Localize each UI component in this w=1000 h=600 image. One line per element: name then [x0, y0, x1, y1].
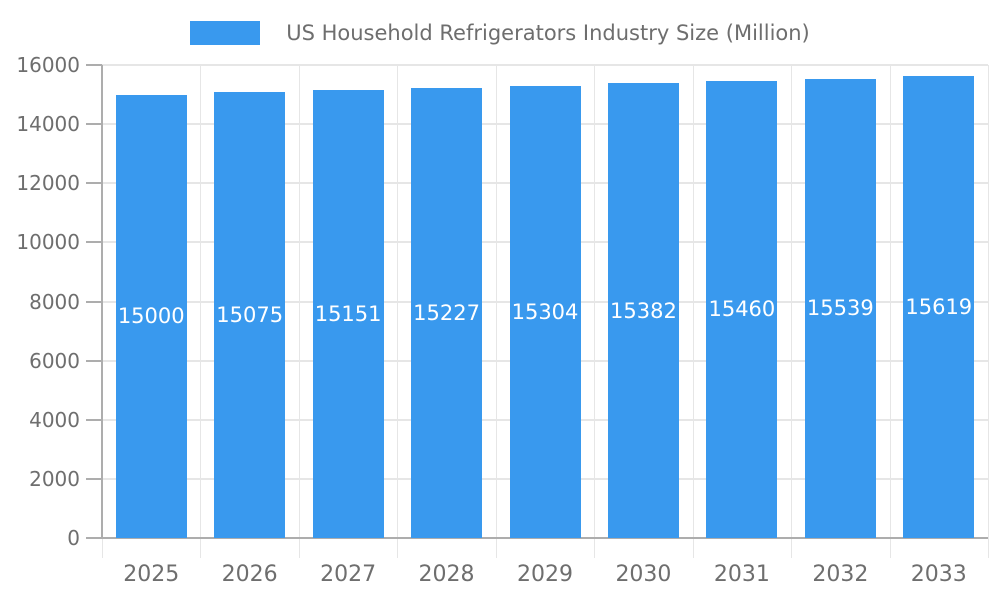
x-gridline	[199, 65, 201, 558]
bar-value-label: 15382	[610, 298, 677, 323]
legend-label[interactable]: US Household Refrigerators Industry Size…	[286, 21, 810, 45]
y-tick	[86, 241, 102, 244]
y-tick	[86, 359, 102, 362]
y-tick-label: 12000	[16, 171, 80, 196]
y-tick	[86, 64, 102, 66]
bar-2028[interactable]	[411, 87, 483, 538]
y-tick	[86, 123, 102, 126]
bar-2033[interactable]	[903, 76, 975, 538]
y-tick-label: 6000	[29, 348, 80, 373]
bar-value-label: 15619	[905, 295, 973, 320]
y-tick-label: 16000	[16, 53, 80, 77]
bar-value-label: 15075	[216, 303, 284, 328]
x-tick-label: 2028	[418, 562, 475, 587]
x-tick-label: 2029	[517, 562, 573, 587]
y-tick	[86, 477, 102, 480]
x-tick-label: 2025	[123, 562, 180, 587]
y-tick	[86, 182, 102, 185]
x-tick-label: 2033	[910, 562, 967, 587]
x-tick-label: 2026	[221, 562, 278, 587]
y-tick-label: 4000	[29, 407, 80, 432]
y-tick-label: 8000	[29, 289, 80, 314]
x-gridline	[692, 65, 694, 558]
x-tick-label: 2031	[713, 562, 770, 587]
y-tick-label: 10000	[16, 230, 80, 255]
y-tick-label: 2000	[29, 466, 80, 491]
x-gridline	[495, 65, 497, 558]
bar-2029[interactable]	[509, 85, 581, 538]
y-tick-label: 0	[67, 526, 80, 550]
x-gridline	[987, 65, 989, 558]
bar-value-label: 15460	[708, 297, 776, 322]
y-tick	[86, 300, 102, 303]
bar-2025[interactable]	[115, 94, 187, 538]
x-tick-label: 2030	[615, 562, 672, 587]
x-gridline	[889, 65, 891, 558]
y-axis-line	[101, 65, 103, 538]
x-gridline	[790, 65, 792, 558]
legend-swatch[interactable]	[190, 21, 261, 45]
y-tick	[86, 418, 102, 421]
bar-2030[interactable]	[607, 83, 679, 538]
bar-2031[interactable]	[706, 80, 778, 538]
bar-value-label: 15151	[314, 302, 382, 327]
x-tick-label: 2027	[320, 562, 377, 587]
x-gridline	[396, 65, 398, 558]
bar-value-label: 15539	[806, 296, 874, 321]
bar-value-label: 15227	[413, 300, 480, 325]
x-tick-label: 2032	[812, 562, 869, 587]
x-gridline	[298, 65, 300, 558]
bar-value-label: 15000	[117, 304, 185, 329]
bar-value-label: 15304	[511, 299, 579, 324]
bar-2032[interactable]	[804, 78, 876, 538]
x-axis-line	[86, 537, 988, 539]
bar-2026[interactable]	[214, 92, 286, 538]
x-gridline	[593, 65, 595, 558]
y-tick-label: 14000	[16, 112, 80, 137]
bar-2027[interactable]	[312, 90, 384, 538]
legend: US Household Refrigerators Industry Size…	[0, 20, 1000, 46]
y-gridline	[102, 64, 988, 66]
